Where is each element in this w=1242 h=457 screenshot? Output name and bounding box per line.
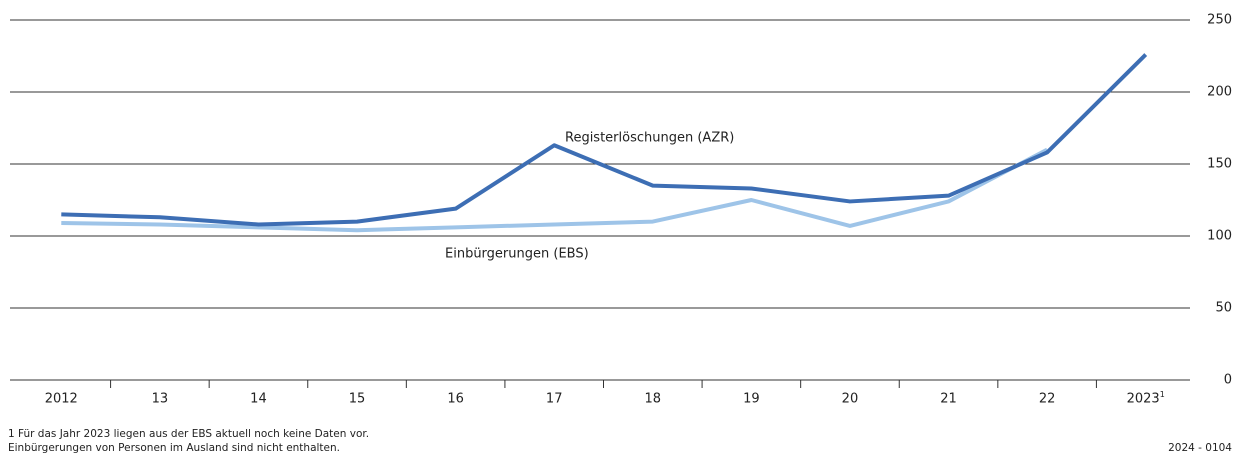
x-tick-label: 14 bbox=[250, 392, 267, 407]
y-tick-label: 50 bbox=[1215, 301, 1232, 316]
x-tick-label: 16 bbox=[447, 392, 464, 407]
series-line bbox=[61, 147, 1049, 233]
footnote: Einbürgerungen von Personen im Ausland s… bbox=[8, 442, 340, 454]
x-tick-label: 20 bbox=[842, 392, 859, 407]
x-tick-label: 22 bbox=[1039, 392, 1056, 407]
y-tick-label: 100 bbox=[1207, 229, 1232, 244]
series-label: Einbürgerungen (EBS) bbox=[445, 247, 589, 262]
x-tick-label: 19 bbox=[743, 392, 760, 407]
x-tick-label: 20231 bbox=[1127, 390, 1165, 407]
series-label: Registerlöschungen (AZR) bbox=[565, 131, 734, 146]
x-tick-label: 21 bbox=[940, 392, 957, 407]
x-tick-label: 15 bbox=[349, 392, 366, 407]
y-tick-label: 150 bbox=[1207, 157, 1232, 172]
x-tick-label: 13 bbox=[152, 392, 169, 407]
x-tick-label: 18 bbox=[645, 392, 662, 407]
y-tick-label: 250 bbox=[1207, 13, 1232, 28]
x-tick-label: 17 bbox=[546, 392, 563, 407]
y-tick-label: 0 bbox=[1224, 373, 1232, 388]
x-tick-label: 2012 bbox=[45, 392, 78, 407]
series-line bbox=[61, 53, 1148, 227]
y-tick-label: 200 bbox=[1207, 85, 1232, 100]
category-superscript: 1 bbox=[1160, 390, 1165, 399]
footnote: 1 Für das Jahr 2023 liegen aus der EBS a… bbox=[8, 428, 369, 440]
source-code: 2024 - 0104 bbox=[1168, 442, 1232, 454]
